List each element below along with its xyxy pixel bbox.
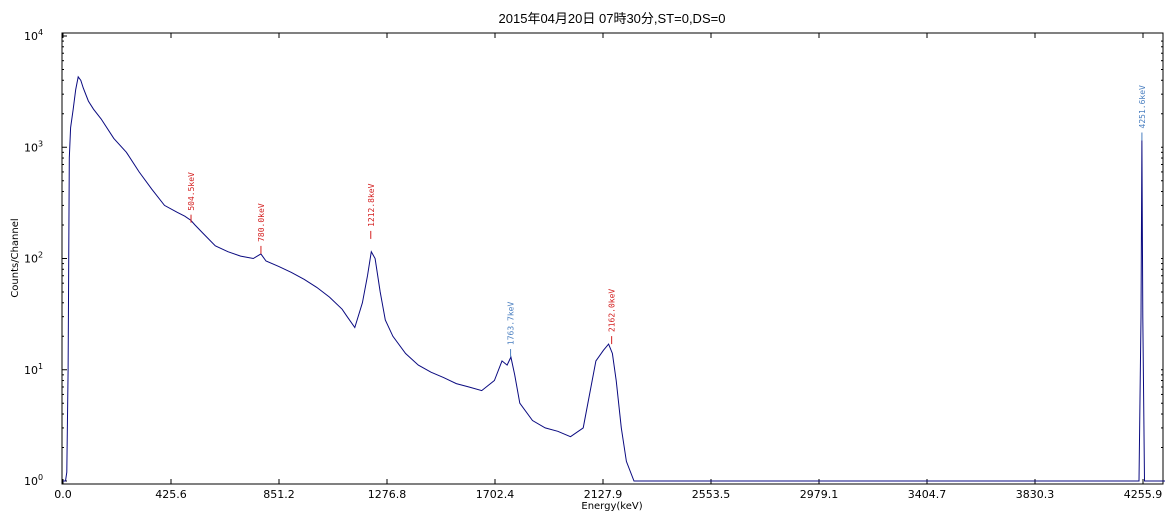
x-tick-label: 3830.3 <box>1016 488 1055 501</box>
peak-label: 1763.7keV <box>507 302 516 346</box>
y-tick-label: 100 <box>24 473 43 488</box>
peak-markers: 504.5keV 780.0keV 1212.8keV 1763.7keV 2162.0… <box>187 85 1147 358</box>
spectrum-series-line <box>63 75 1165 482</box>
x-tick-label: 1276.8 <box>368 488 407 501</box>
x-axis-ticks: 0.0 425.6 851.2 1276.8 1702.4 2127.9 2553.5 297… <box>54 33 1162 501</box>
x-axis-label: Energy(keV) <box>581 501 642 512</box>
y-tick-label: 101 <box>24 362 43 377</box>
peak-label: 1212.8keV <box>367 183 376 227</box>
peak-label: 504.5keV <box>187 172 196 211</box>
peak-label: 2162.0keV <box>608 289 617 333</box>
x-tick-label: 2553.5 <box>692 488 731 501</box>
chart-title: 2015年04月20日 07時30分,ST=0,DS=0 <box>499 11 726 26</box>
x-tick-label: 0.0 <box>54 488 72 501</box>
y-tick-label: 104 <box>24 28 43 43</box>
x-tick-label: 425.6 <box>155 488 187 501</box>
y-tick-label: 103 <box>24 139 43 154</box>
x-tick-label: 3404.7 <box>908 488 947 501</box>
y-tick-label: 102 <box>24 251 43 266</box>
y-axis-label: Counts/Channel <box>10 218 21 297</box>
plot-frame <box>61 32 1164 485</box>
x-tick-label: 2979.1 <box>800 488 839 501</box>
y-axis-ticks: 100 101 102 103 104 <box>24 28 67 488</box>
x-tick-label: 851.2 <box>263 488 295 501</box>
peak-label: 780.0keV <box>257 203 266 242</box>
peak-label: 4251.6keV <box>1138 85 1147 129</box>
x-tick-label: 2127.9 <box>584 488 623 501</box>
x-tick-label: 4255.9 <box>1124 488 1163 501</box>
x-tick-label: 1702.4 <box>476 488 515 501</box>
right-axis-minor-ticks <box>1161 40 1163 482</box>
